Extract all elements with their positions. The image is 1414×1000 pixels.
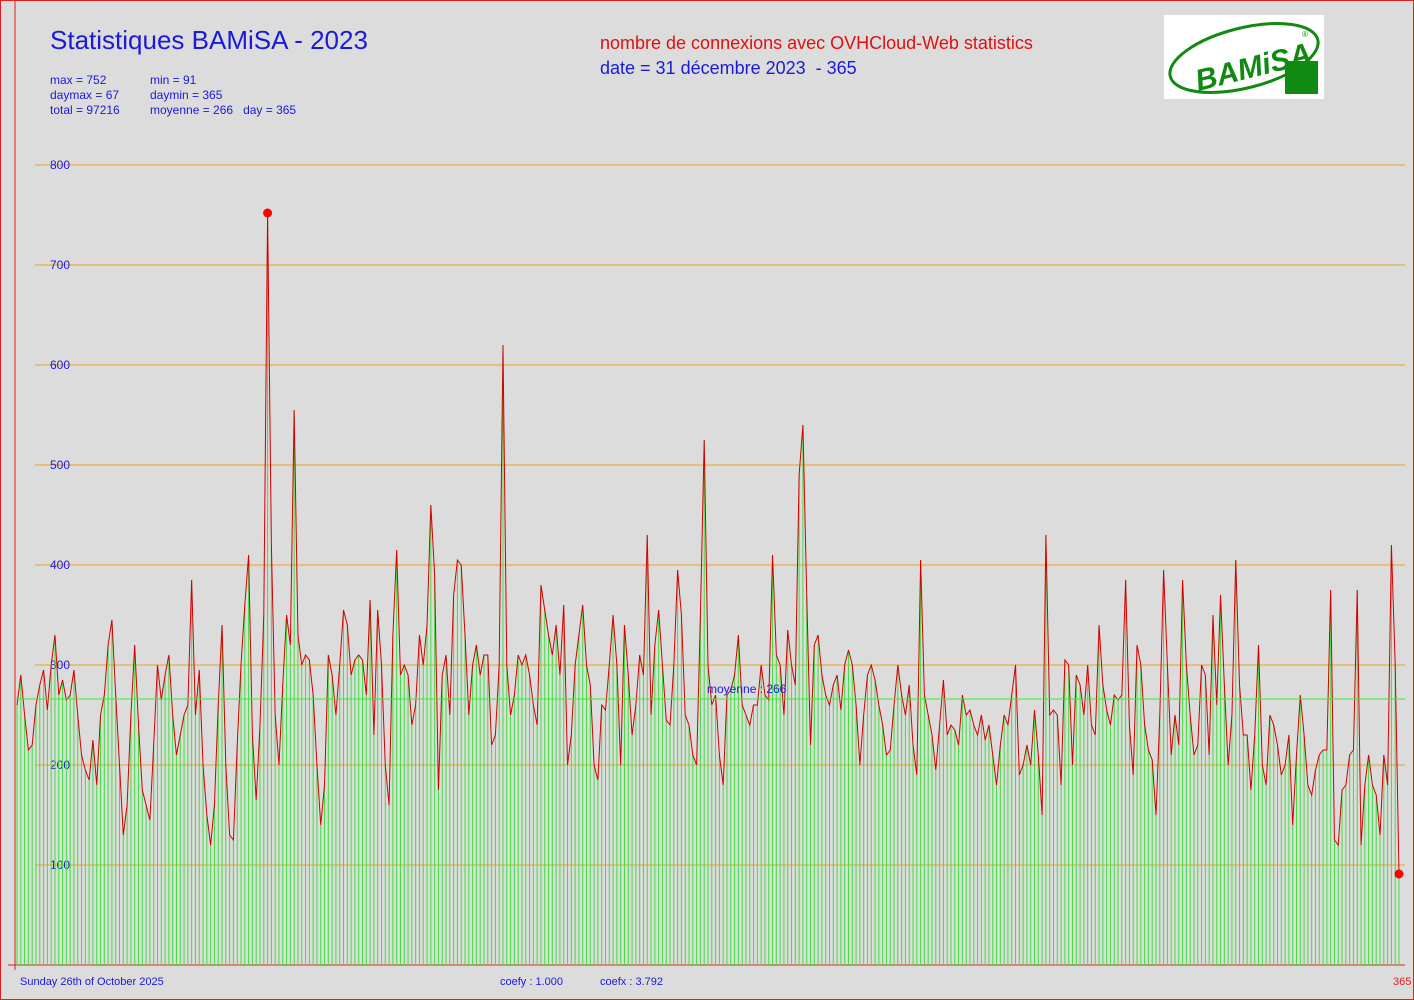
stat: total = 97216 (50, 103, 120, 117)
stat: daymax = 67 (50, 88, 119, 102)
extreme-dot (1394, 869, 1404, 879)
coefx: coefx : 3.792 (600, 976, 663, 988)
day-count: 365 (1393, 976, 1411, 988)
title: Statistiques BAMiSA - 2023 (50, 25, 368, 55)
logo-ellipse (1168, 22, 1320, 94)
footer-date: Sunday 26th of October 2025 (20, 976, 164, 988)
stats: max = 752 min = 91 daymax = 67 daymin = … (50, 73, 296, 117)
footer: Sunday 26th of October 2025 coefy : 1.00… (20, 976, 1411, 988)
line (16, 212, 1400, 875)
y-tick-label: 500 (50, 458, 70, 472)
y-tick-label: 100 (50, 858, 70, 872)
logo-square (1285, 61, 1318, 94)
y-tick-label: 300 (50, 658, 70, 672)
y-tick-label: 800 (50, 158, 70, 172)
stat: min = 91 (150, 73, 197, 87)
logo: BAMiSA ® (1164, 15, 1324, 99)
coefy: coefy : 1.000 (500, 976, 563, 988)
y-tick-label: 700 (50, 258, 70, 272)
stat: moyenne = 266 day = 365 (150, 103, 296, 117)
subtitle: nombre de connexions avec OVHCloud-Web s… (600, 33, 1033, 53)
extreme-dot (263, 208, 273, 218)
stat: max = 752 (50, 73, 107, 87)
plot: 100 200 300 400 500 600 700 800 moyenne : 266 (15, 158, 1405, 965)
logo-mark: ® (1302, 30, 1308, 39)
y-tick-label: 400 (50, 558, 70, 572)
date: date = 31 décembre 2023 - 365 (600, 58, 857, 78)
y-tick-label: 200 (50, 758, 70, 772)
y-tick-label: 600 (50, 358, 70, 372)
stat: daymin = 365 (150, 88, 223, 102)
mean-label: moyenne : 266 (707, 682, 787, 696)
